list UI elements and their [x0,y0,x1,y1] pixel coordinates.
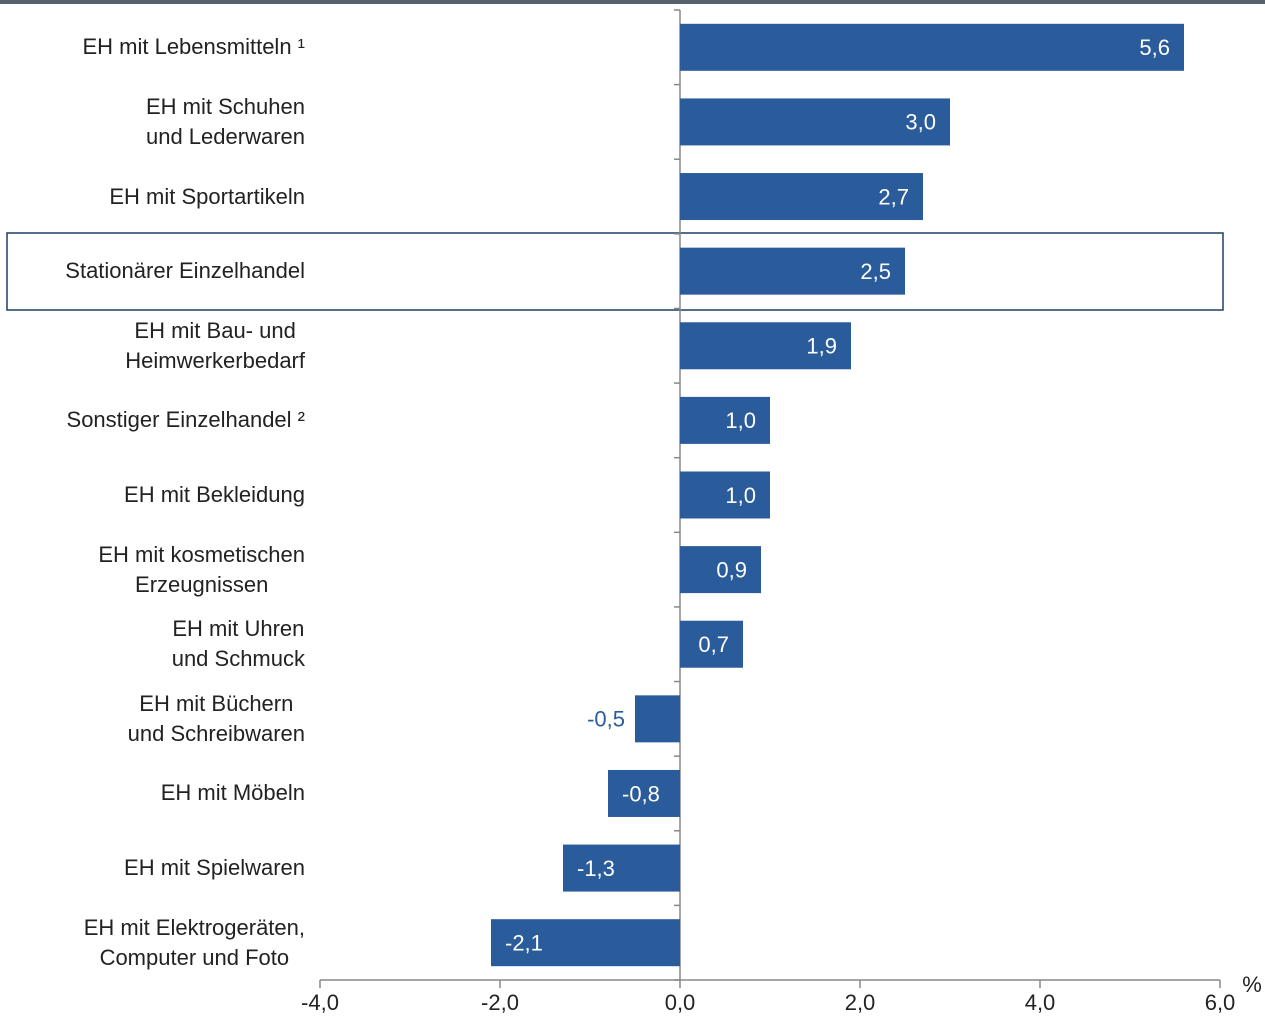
bar [680,546,761,594]
value-label: 2,7 [878,184,909,209]
value-label: -0,5 [587,707,625,732]
bar [680,23,1184,71]
x-axis-unit: % [1242,972,1262,997]
highlight-box [6,232,1224,311]
y-tick-label: EH mit Uhren und Schmuck [171,616,305,672]
bar [680,247,905,295]
y-tick-label: Stationärer Einzelhandel [65,258,305,284]
y-tick-label: EH mit Schuhen und Lederwaren [145,93,305,149]
bar [491,919,680,967]
y-tick-label: EH mit Bau- und Heimwerkerbedarf [125,317,305,373]
x-tick-label: 4,0 [1025,990,1056,1015]
x-tick-label: -2,0 [481,990,519,1015]
x-tick-label: 0,0 [665,990,696,1015]
x-tick-label: 6,0 [1205,990,1236,1015]
y-tick-label: EH mit Möbeln [160,780,305,806]
y-tick-label: EH mit Elektrogeräten, Computer und Foto [83,914,305,970]
value-label: 0,7 [698,632,729,657]
y-tick-label: EH mit Büchern und Schreibwaren [127,690,305,746]
value-label: -1,3 [577,856,615,881]
x-tick-label: 2,0 [845,990,876,1015]
bar [680,396,770,444]
y-tick-label: EH mit kosmetischen Erzeugnissen [98,541,305,597]
value-label: 1,0 [725,408,756,433]
value-label: 1,0 [725,483,756,508]
bar [680,173,923,221]
y-tick-label: Sonstiger Einzelhandel ² [66,407,305,433]
bar [563,844,680,892]
x-tick-label: -4,0 [301,990,339,1015]
value-label: 2,5 [860,259,891,284]
bar [680,322,851,370]
value-label: -2,1 [505,931,543,956]
value-label: 1,9 [806,334,837,359]
value-label: -0,8 [622,781,660,806]
bar [680,471,770,519]
value-label: 5,6 [1139,35,1170,60]
bar [680,98,950,146]
y-tick-label: EH mit Sportartikeln [109,183,305,209]
bar [635,695,680,743]
value-label: 0,9 [716,557,747,582]
y-tick-label: EH mit Bekleidung [124,482,305,507]
y-tick-label: EH mit Lebensmitteln ¹ [82,34,305,60]
y-tick-label: EH mit Spielwaren [124,855,305,881]
bar [608,769,680,817]
value-label: 3,0 [905,110,936,135]
bar [680,620,743,668]
